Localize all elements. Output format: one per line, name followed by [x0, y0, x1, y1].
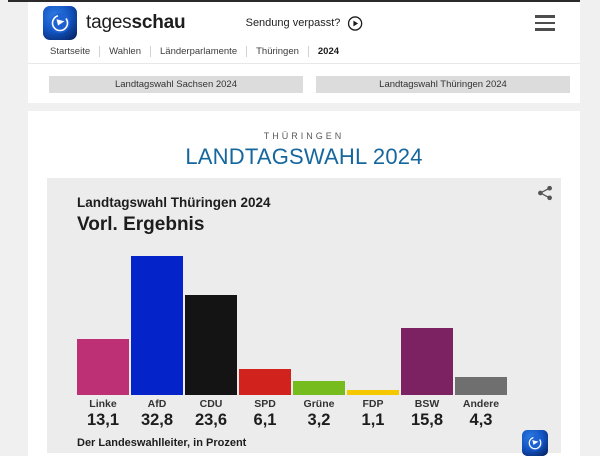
tab-landtagswahl-sachsen[interactable]: Landtagswahl Sachsen 2024	[49, 76, 303, 93]
region-kicker: THÜRINGEN	[263, 131, 345, 141]
party-column-fdp: FDP 1,1	[347, 255, 399, 430]
bar-linke	[77, 339, 129, 395]
party-label: CDU	[199, 398, 223, 410]
breadcrumb-separator	[307, 46, 309, 57]
page-title: LANDTAGSWAHL 2024	[185, 144, 423, 169]
party-value: 1,1	[361, 411, 385, 429]
sendung-verpasst-link[interactable]: Sendung verpasst?	[245, 15, 363, 31]
party-column-spd: SPD 6,1	[239, 255, 291, 430]
bar-andere	[455, 377, 507, 395]
sendung-verpasst-label: Sendung verpasst?	[245, 17, 341, 29]
party-label: SPD	[254, 398, 276, 410]
bar-afd	[131, 256, 183, 395]
tagesschau-watermark-icon	[522, 430, 548, 456]
breadcrumb-laenderparlamente[interactable]: Länderparlamente	[160, 46, 238, 57]
party-value: 32,8	[140, 411, 174, 429]
play-icon	[347, 15, 363, 31]
chart-subtitle: Vorl. Ergebnis	[77, 214, 205, 235]
breadcrumb-separator	[99, 46, 101, 57]
share-icon[interactable]	[537, 185, 553, 201]
party-column-cdu: CDU 23,6	[185, 255, 237, 430]
bar-bsw	[401, 328, 453, 395]
results-chart-card: Landtagswahl Thüringen 2024 Vorl. Ergebn…	[47, 178, 561, 456]
viewport-top-line	[8, 0, 580, 2]
breadcrumb-startseite[interactable]: Startseite	[50, 46, 91, 57]
menu-hamburger-icon[interactable]	[535, 12, 555, 34]
party-label: BSW	[414, 398, 440, 410]
party-column-grüne: Grüne 3,2	[293, 255, 345, 430]
section-gap	[28, 103, 580, 111]
site-header: tagesschau Sendung verpasst? Startseite …	[28, 0, 580, 103]
party-value: 13,1	[86, 411, 120, 429]
party-label: FDP	[362, 398, 384, 410]
chart-source-note: Der Landeswahlleiter, in Prozent	[77, 437, 247, 449]
tagesschau-globe-icon	[43, 6, 77, 40]
bar-cdu	[185, 295, 237, 395]
party-value: 6,1	[253, 411, 277, 429]
election-tabs: Landtagswahl Sachsen 2024 Landtagswahl T…	[49, 76, 570, 103]
party-column-afd: AfD 32,8	[131, 255, 183, 430]
tagesschau-logo-link[interactable]: tagesschau	[43, 6, 186, 40]
bar-grüne	[293, 381, 345, 395]
chart-title: Landtagswahl Thüringen 2024	[77, 195, 271, 210]
tab-landtagswahl-thueringen[interactable]: Landtagswahl Thüringen 2024	[316, 76, 570, 93]
party-value: 3,2	[307, 411, 331, 429]
bar-fdp	[347, 390, 399, 395]
breadcrumb: Startseite Wahlen Länderparlamente Thüri…	[28, 42, 580, 64]
party-value: 4,3	[469, 411, 493, 429]
party-value: 23,6	[194, 411, 228, 429]
breadcrumb-separator	[150, 46, 151, 57]
main-content: THÜRINGEN LANDTAGSWAHL 2024 Landtagswahl…	[28, 111, 580, 456]
party-column-bsw: BSW 15,8	[401, 255, 453, 430]
brand-wordmark: tagesschau	[86, 12, 186, 33]
party-label: Andere	[462, 398, 500, 410]
party-column-linke: Linke 13,1	[77, 255, 129, 430]
party-column-andere: Andere 4,3	[455, 255, 507, 430]
party-label: Grüne	[303, 398, 335, 410]
party-label: AfD	[147, 398, 167, 410]
breadcrumb-2024[interactable]: 2024	[317, 46, 340, 57]
breadcrumb-thueringen[interactable]: Thüringen	[256, 46, 299, 57]
bar-spd	[239, 369, 291, 395]
bar-chart: Linke 13,1 AfD 32,8 CDU 23,6 SPD 6,1 Grüne 3,2 FDP…	[77, 255, 531, 430]
breadcrumb-separator	[246, 46, 248, 57]
party-value: 15,8	[410, 411, 444, 429]
breadcrumb-wahlen[interactable]: Wahlen	[109, 46, 141, 57]
party-label: Linke	[89, 398, 117, 410]
